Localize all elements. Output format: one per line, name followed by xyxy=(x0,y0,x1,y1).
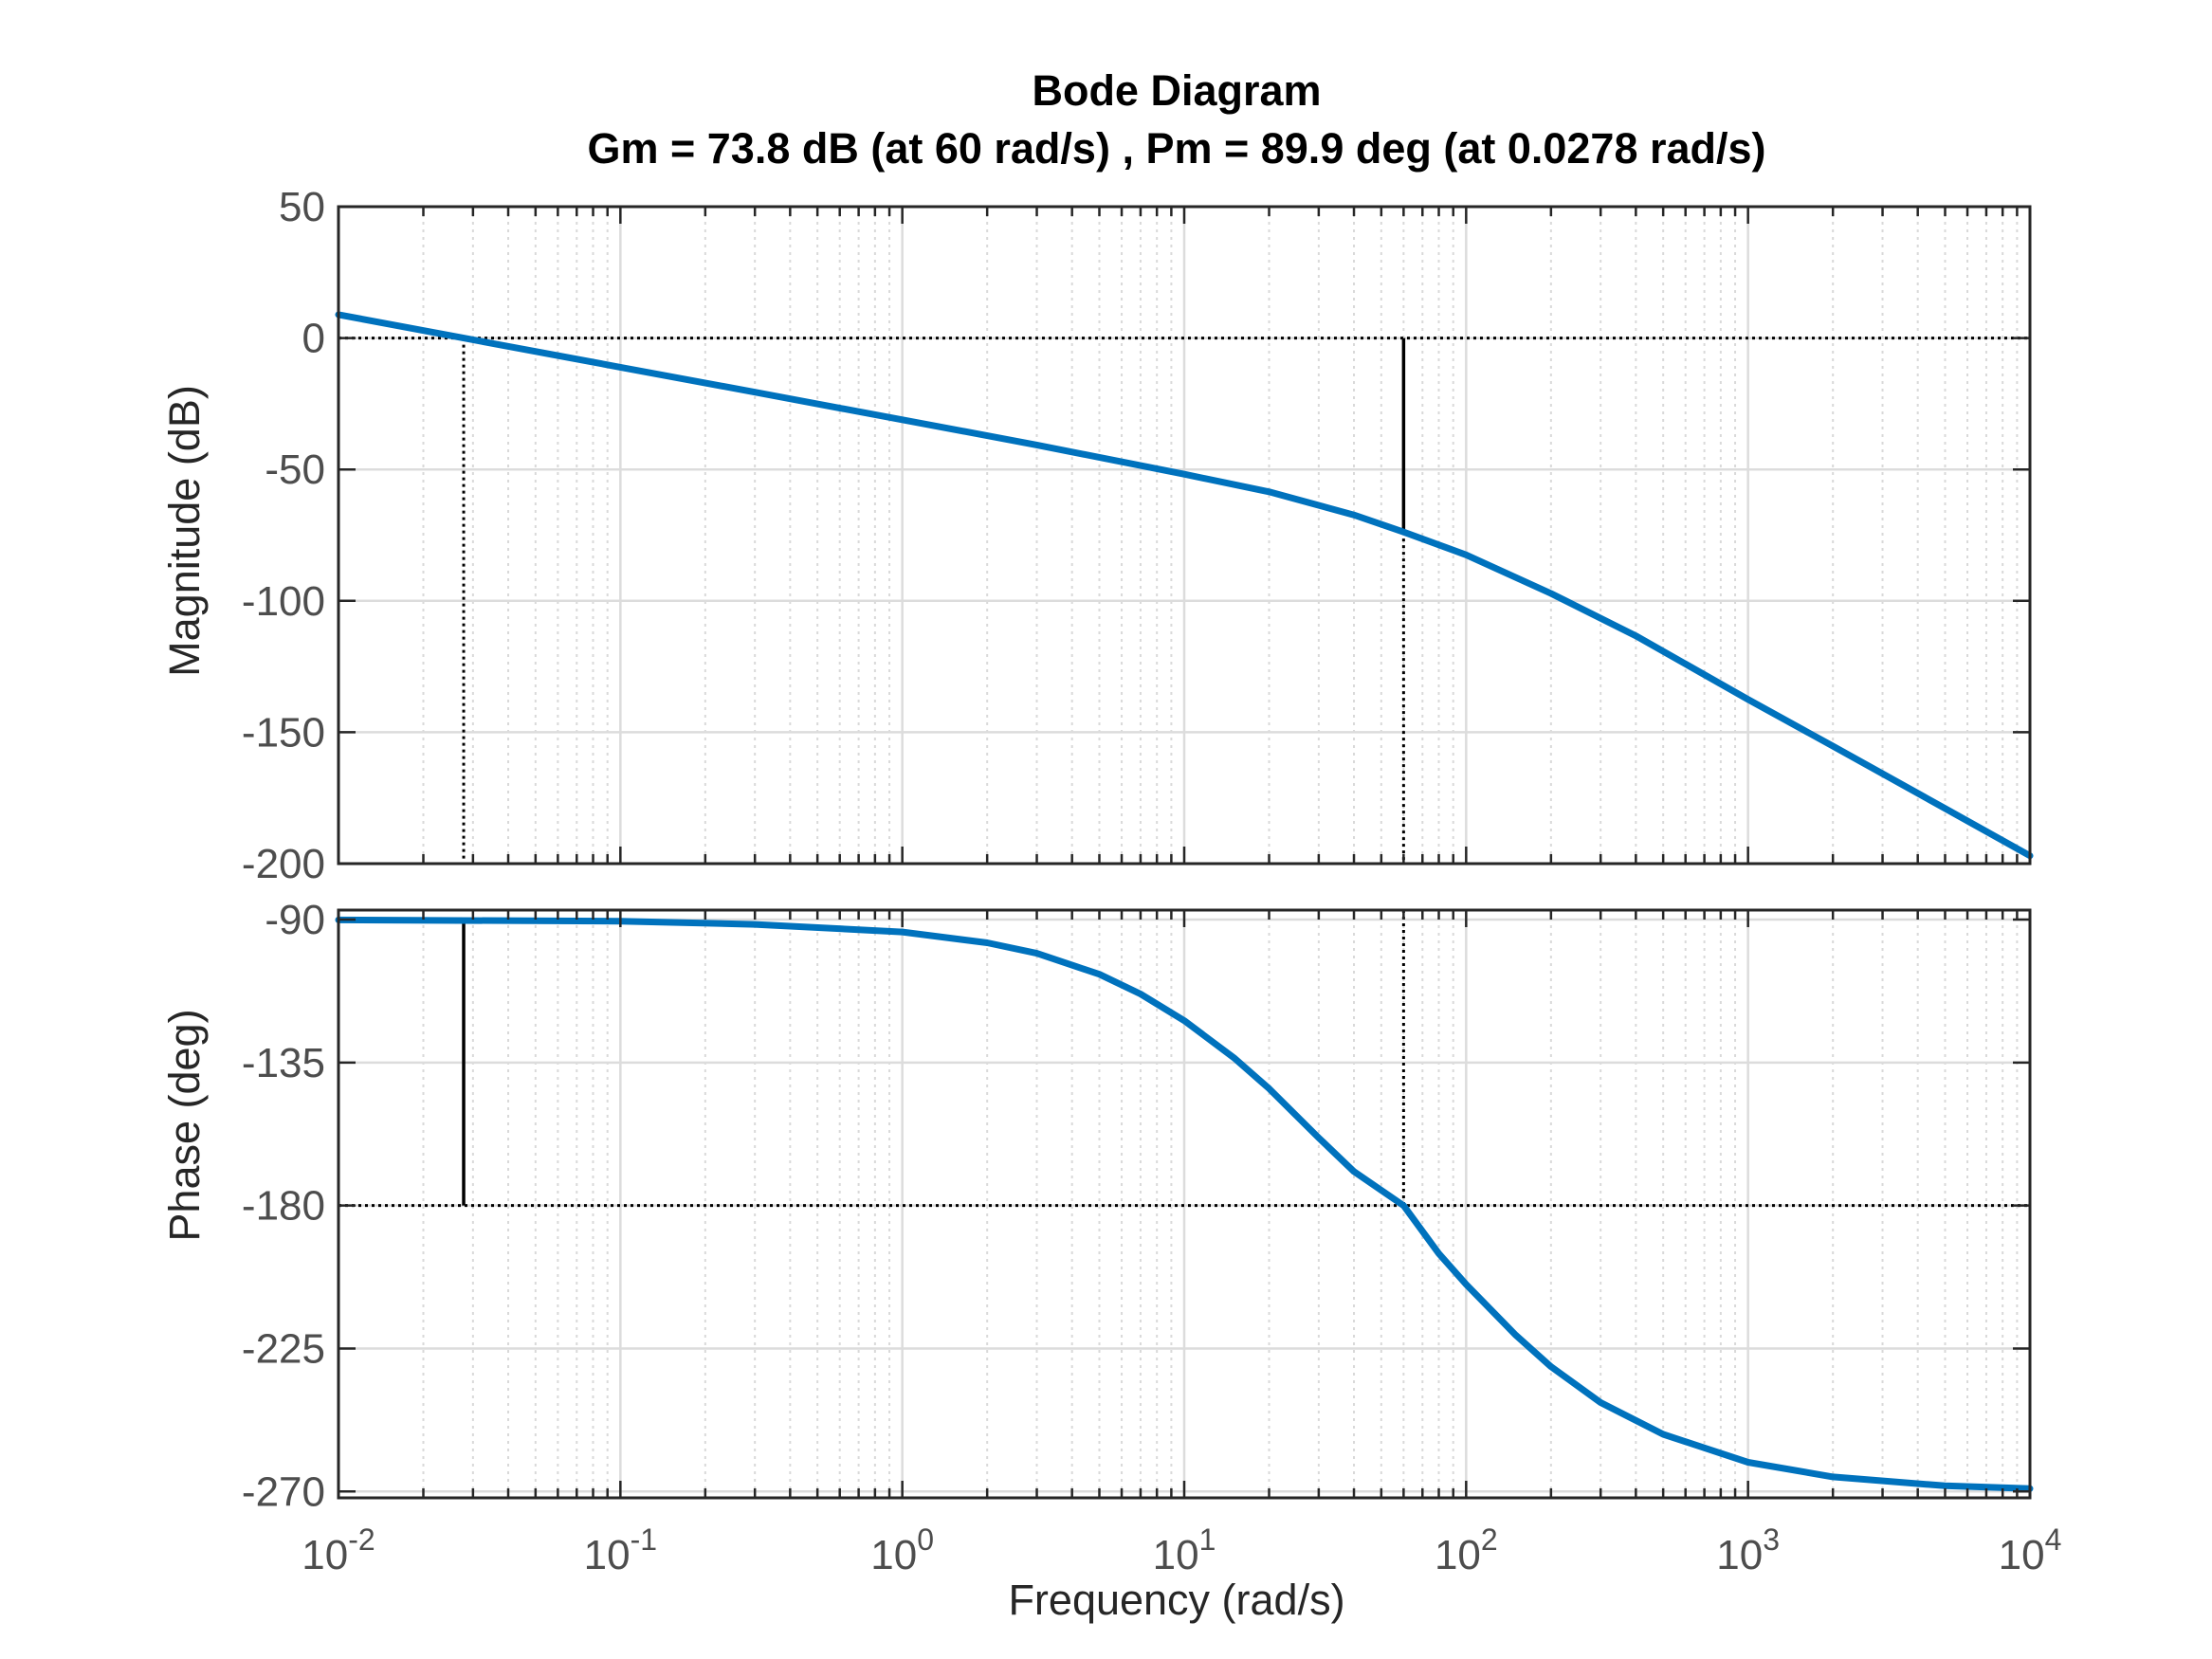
x-tick-label: 103 xyxy=(1716,1522,1780,1578)
x-axis-label: Frequency (rad/s) xyxy=(1008,1576,1344,1624)
x-tick-label: 10-1 xyxy=(584,1522,657,1578)
x-tick-label: 100 xyxy=(870,1522,934,1578)
x-tick-label: 101 xyxy=(1153,1522,1216,1578)
x-tick-labels: 10-2 10-1 100 101 102 103 104 xyxy=(302,1522,2061,1578)
magnitude-y-tick-label: 0 xyxy=(302,316,325,362)
x-tick-label: 10-2 xyxy=(302,1522,375,1578)
phase-panel: -90 -135 -180 -225 -270 xyxy=(242,897,2034,1515)
phase-y-tick-label: -180 xyxy=(242,1183,325,1230)
magnitude-panel: 50 0 -50 -100 -150 -200 xyxy=(242,184,2034,887)
phase-y-tick-label: -90 xyxy=(265,897,325,943)
chart-title: Bode Diagram xyxy=(1032,66,1321,115)
magnitude-y-tick-label: -100 xyxy=(242,578,325,625)
y-axis-label-magnitude: Magnitude (dB) xyxy=(160,385,209,677)
magnitude-y-tick-label: -200 xyxy=(242,841,325,887)
magnitude-y-tick-label: -50 xyxy=(265,447,325,493)
magnitude-y-tick-label: -150 xyxy=(242,709,325,756)
x-tick-label: 104 xyxy=(1999,1522,2062,1578)
y-axis-label-phase: Phase (deg) xyxy=(160,1009,209,1241)
phase-y-tick-label: -270 xyxy=(242,1468,325,1515)
phase-y-tick-label: -135 xyxy=(242,1040,325,1086)
phase-y-tick-label: -225 xyxy=(242,1325,325,1372)
chart-subtitle: Gm = 73.8 dB (at 60 rad/s) , Pm = 89.9 d… xyxy=(587,124,1765,173)
magnitude-series-line xyxy=(335,311,2034,860)
magnitude-y-tick-label: 50 xyxy=(279,184,325,230)
phase-series-line xyxy=(335,916,2034,1492)
x-tick-label: 102 xyxy=(1435,1522,1498,1578)
